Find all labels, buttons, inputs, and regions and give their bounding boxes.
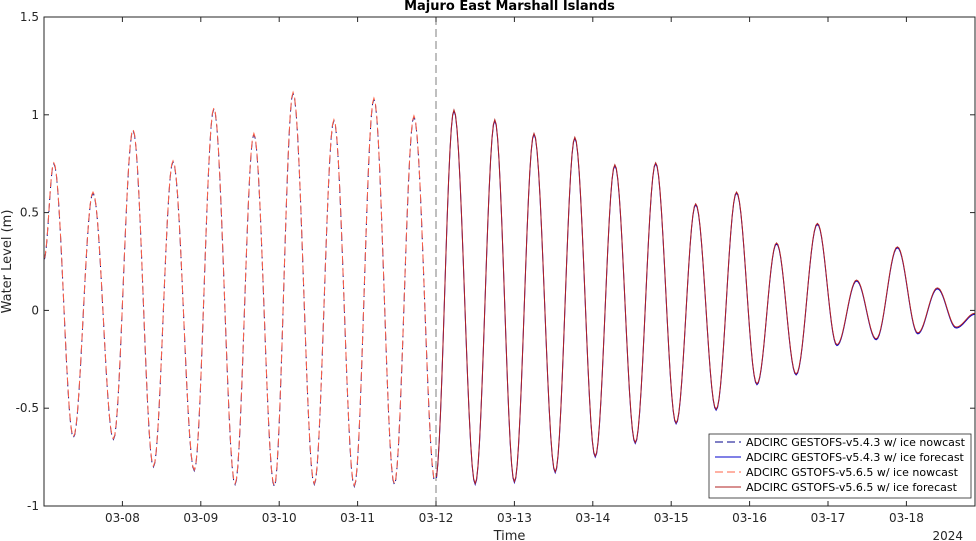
y-tick-label: -0.5: [16, 401, 39, 415]
x-tick-label: 03-15: [654, 511, 689, 525]
x-tick-label: 03-14: [575, 511, 610, 525]
x-tick-label: 03-18: [889, 511, 924, 525]
year-label: 2024: [932, 529, 963, 541]
legend-entry-2: ADCIRC GESTOFS-v5.4.3 w/ ice forecast: [746, 451, 965, 464]
y-axis-title: Water Level (m): [0, 210, 15, 314]
legend-box: [708, 433, 972, 499]
y-axis-ticks: -1 -0.5 0 0.5 1 1.5: [16, 10, 975, 513]
series-line-3: [43, 90, 436, 488]
x-tick-label: 03-11: [340, 511, 375, 525]
series-line-4: [436, 108, 976, 486]
y-tick-label: 1.5: [20, 10, 39, 24]
x-tick-label: 03-13: [497, 511, 532, 525]
x-tick-label: 03-12: [419, 511, 454, 525]
x-axis-title: Time: [493, 529, 526, 541]
x-tick-label: 03-10: [262, 511, 297, 525]
y-tick-label: -1: [27, 499, 39, 513]
x-tick-label: 03-08: [105, 511, 140, 525]
x-tick-label: 03-09: [183, 511, 218, 525]
x-axis-ticks: 03-08 03-09 03-10 03-11 03-12 03-13 03-14 03-15…: [105, 17, 924, 525]
legend-entry-1: ADCIRC GESTOFS-v5.4.3 w/ ice nowcast: [746, 436, 966, 449]
chart-title: Majuro East Marshall Islands: [404, 0, 615, 14]
x-tick-label: 03-16: [732, 511, 767, 525]
legend: ADCIRC GESTOFS-v5.4.3 w/ ice nowcast ADCI…: [708, 433, 972, 499]
y-tick-label: 0.5: [20, 206, 39, 220]
x-tick-label: 03-17: [811, 511, 846, 525]
legend-entry-4: ADCIRC GSTOFS-v5.6.5 w/ ice forecast: [746, 481, 958, 494]
series-layer: [43, 90, 976, 489]
y-tick-label: 1: [31, 108, 39, 122]
legend-entry-3: ADCIRC GSTOFS-v5.6.5 w/ ice nowcast: [746, 466, 959, 479]
plot-frame: [43, 16, 976, 507]
y-tick-label: 0: [31, 303, 39, 317]
